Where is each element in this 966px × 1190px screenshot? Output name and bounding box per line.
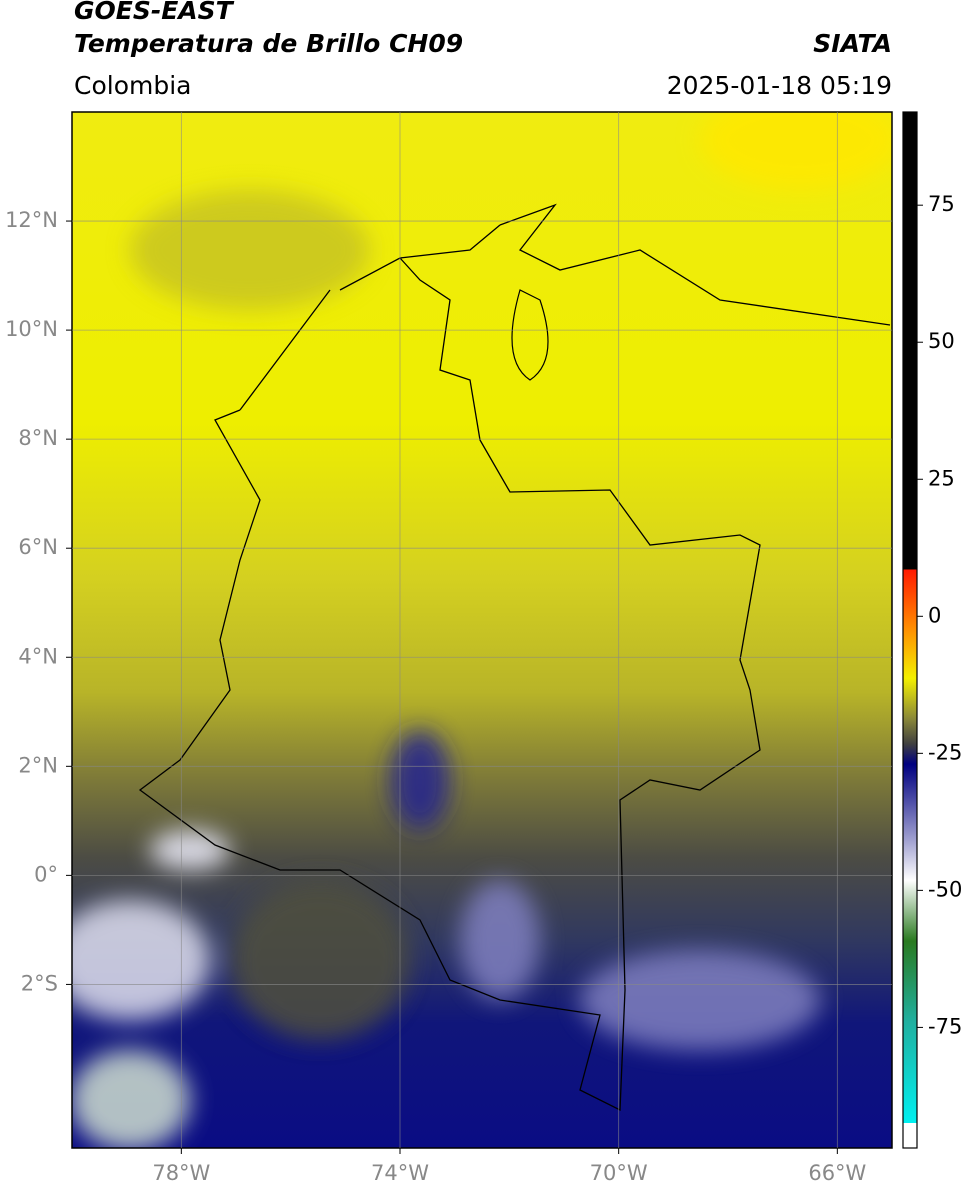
lat-tick-label: 4°N bbox=[18, 644, 58, 668]
colorbar-tick-label: -75 bbox=[928, 1014, 962, 1038]
datetime: 2025-01-18 05:19 bbox=[667, 71, 892, 100]
lon-tick-label: 74°W bbox=[371, 1161, 429, 1185]
satellite: GOES-EAST bbox=[74, 0, 235, 25]
lat-tick-label: 12°N bbox=[5, 208, 58, 232]
map-frame bbox=[71, 111, 893, 1149]
map-image bbox=[72, 112, 892, 1148]
colorbar-tick-label: -50 bbox=[928, 877, 962, 901]
lat-tick-label: 8°N bbox=[18, 426, 58, 450]
colorbar-tick-label: -25 bbox=[928, 740, 962, 764]
colorbar-tick-label: 0 bbox=[928, 603, 941, 627]
lat-tick-label: 0° bbox=[34, 862, 58, 886]
colorbar-tick-label: 75 bbox=[928, 192, 955, 216]
product: Temperatura de Brillo CH09 bbox=[74, 29, 463, 58]
region: Colombia bbox=[74, 71, 191, 100]
lon-tick-label: 66°W bbox=[808, 1161, 866, 1185]
lat-tick-label: 2°S bbox=[21, 971, 58, 995]
lat-tick-label: 6°N bbox=[18, 535, 58, 559]
source: SIATA bbox=[813, 29, 892, 58]
lon-tick-label: 70°W bbox=[590, 1161, 648, 1185]
colorbar-tick-label: 50 bbox=[928, 329, 955, 353]
colorbar-frame bbox=[902, 111, 918, 1149]
lon-tick-label: 78°W bbox=[152, 1161, 210, 1185]
lat-tick-label: 10°N bbox=[5, 317, 58, 341]
colorbar bbox=[903, 112, 917, 1123]
lat-tick-label: 2°N bbox=[18, 753, 58, 777]
colorbar-extension bbox=[903, 1123, 917, 1148]
colorbar-tick-label: 25 bbox=[928, 466, 955, 490]
